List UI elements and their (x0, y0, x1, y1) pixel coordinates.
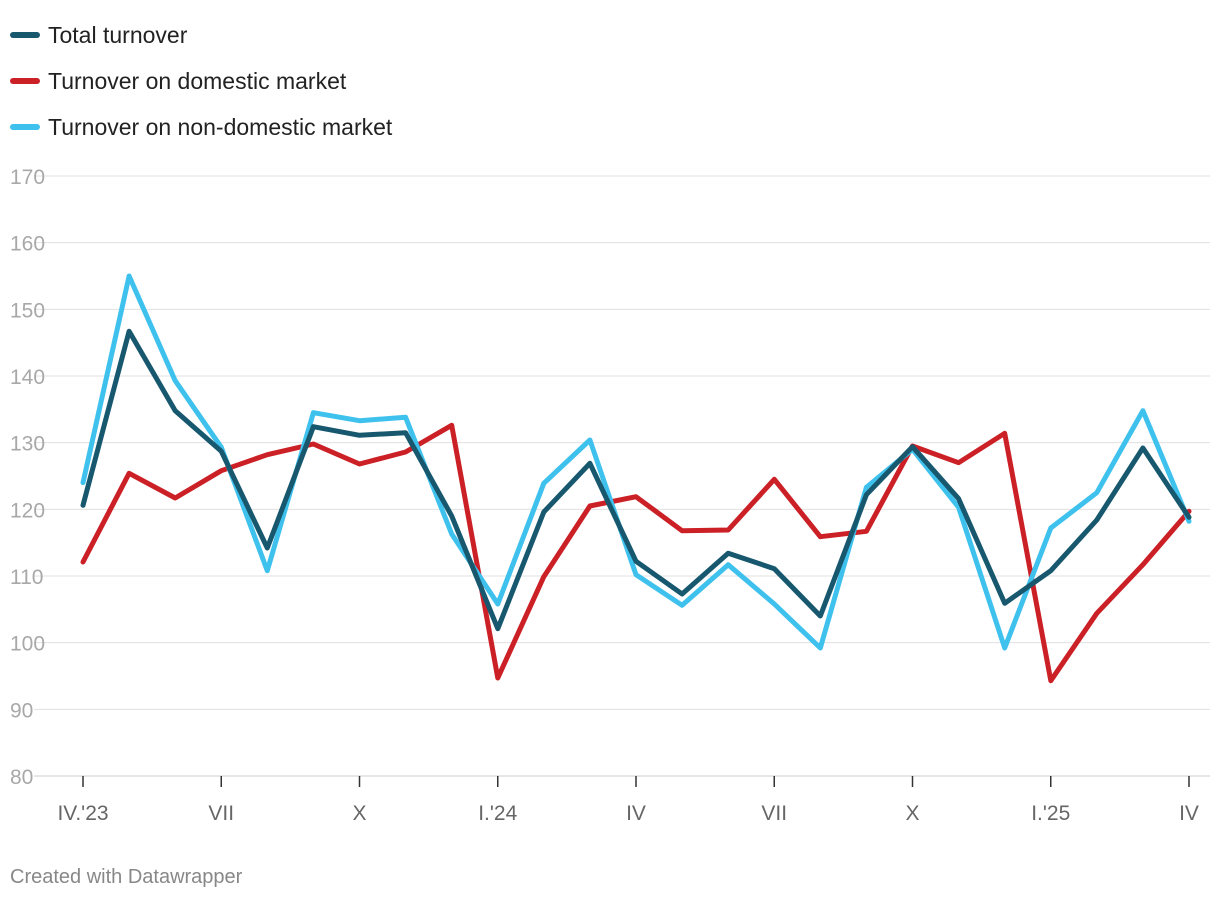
series-line-total-turnover (80, 328, 1192, 632)
legend-item-total: Total turnover (10, 12, 392, 58)
footer-credit: Created with Datawrapper (10, 866, 243, 888)
x-tick-label-9: I.'24 (478, 802, 517, 825)
x-tick-label-6: X (352, 802, 366, 825)
y-tick-label-120: 120 (10, 499, 45, 522)
y-tick-label-100: 100 (10, 633, 45, 656)
legend-label-domestic: Turnover on domestic market (48, 67, 347, 94)
x-tick-label-21: I.'25 (1031, 802, 1070, 825)
legend-item-domestic: Turnover on domestic market (10, 58, 392, 104)
y-tick-label-80: 80 (10, 766, 33, 789)
y-tick-label-150: 150 (10, 299, 45, 322)
series-line-turnover-on-domestic-market (80, 422, 1192, 684)
x-tick-label-0: IV.'23 (57, 802, 108, 825)
legend-swatch-total (10, 32, 40, 38)
y-tick-label-130: 130 (10, 433, 45, 456)
chart-legend: Total turnover Turnover on domestic mark… (10, 12, 392, 150)
y-tick-label-110: 110 (10, 566, 43, 589)
y-tick-label-140: 140 (10, 366, 45, 389)
x-tick-label-12: IV (626, 802, 646, 825)
x-tick-label-15: VII (761, 802, 787, 825)
x-tick-label-24: IV (1179, 802, 1199, 825)
x-tick-label-3: VII (208, 802, 234, 825)
series-line-turnover-on-non-domestic-market (80, 273, 1192, 651)
legend-swatch-non-domestic (10, 124, 40, 130)
legend-item-non-domestic: Turnover on non-domestic market (10, 104, 392, 150)
x-tick-label-18: X (905, 802, 919, 825)
legend-label-total: Total turnover (48, 21, 188, 48)
y-tick-label-160: 160 (10, 233, 45, 256)
legend-label-non-domestic: Turnover on non-domestic market (48, 113, 393, 140)
legend-swatch-domestic (10, 78, 40, 84)
y-tick-label-90: 90 (10, 699, 33, 722)
y-tick-label-170: 170 (10, 166, 45, 189)
